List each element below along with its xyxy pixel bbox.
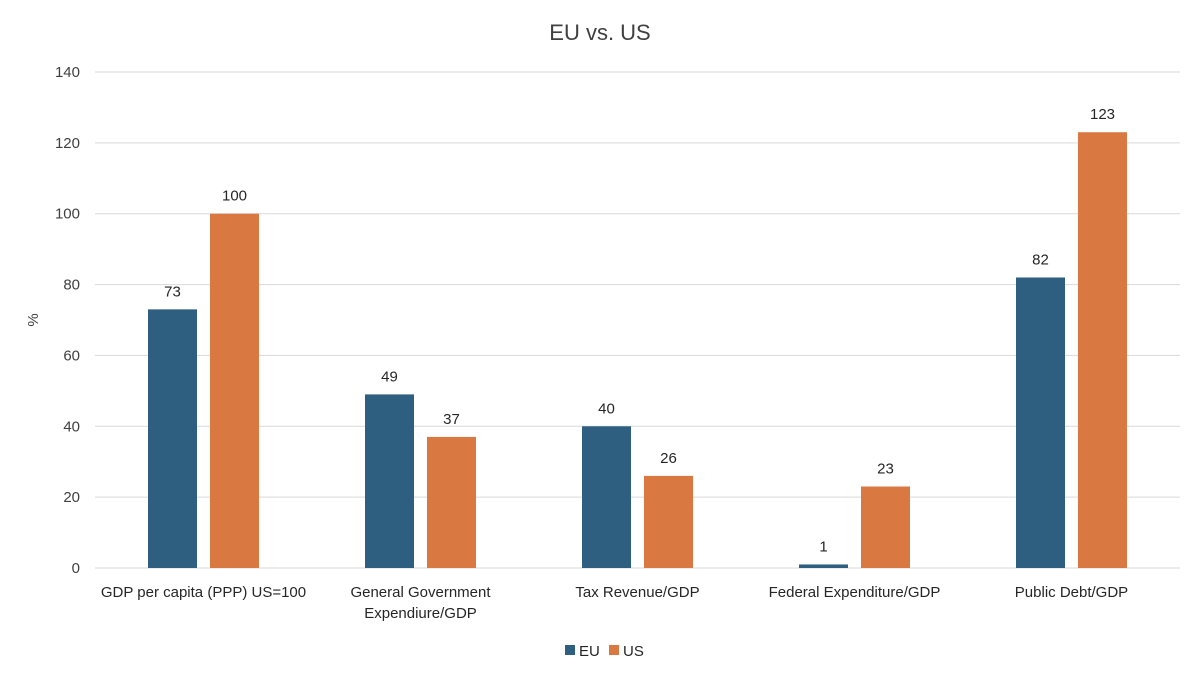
bar-eu: [582, 426, 631, 568]
data-label-us: 26: [660, 450, 677, 467]
y-tick-label: 80: [63, 277, 80, 294]
bar-eu: [148, 309, 197, 568]
chart-title: EU vs. US: [549, 20, 650, 45]
category-label: General Government Expendiure/GDP: [350, 584, 491, 622]
category-label: Federal Expenditure/GDP: [769, 584, 941, 601]
y-tick-label: 60: [63, 347, 80, 364]
data-label-eu: 1: [819, 538, 827, 555]
y-tick-label: 0: [72, 560, 80, 577]
bars: [148, 132, 1127, 568]
category-label: Tax Revenue/GDP: [575, 584, 699, 601]
legend-label-eu: EU: [579, 643, 600, 660]
y-axis-label: %: [25, 313, 42, 326]
y-tick-label: 40: [63, 418, 80, 435]
legend: EU US: [565, 643, 644, 660]
bar-eu: [1016, 277, 1065, 568]
data-label-eu: 73: [164, 283, 181, 300]
bar-us: [861, 486, 910, 568]
y-tick-label: 140: [55, 64, 80, 81]
data-label-eu: 82: [1032, 251, 1049, 268]
bar-us: [210, 213, 259, 568]
y-tick-label: 120: [55, 135, 80, 152]
y-tick-label: 20: [63, 489, 80, 506]
data-label-us: 123: [1090, 106, 1115, 123]
legend-swatch-us: [609, 645, 619, 655]
data-label-us: 37: [443, 411, 460, 428]
bar-us: [1078, 132, 1127, 568]
category-label: GDP per capita (PPP) US=100: [101, 584, 306, 601]
legend-label-us: US: [623, 643, 644, 660]
bar-eu: [365, 394, 414, 568]
bar-us: [427, 436, 476, 568]
data-label-us: 23: [877, 461, 894, 478]
data-label-eu: 40: [598, 400, 615, 417]
gridlines: [95, 71, 1180, 569]
bar-us: [644, 475, 693, 568]
category-label: Public Debt/GDP: [1015, 584, 1128, 601]
y-tick-label: 100: [55, 206, 80, 223]
data-label-eu: 49: [381, 368, 398, 385]
bar-eu: [799, 564, 848, 568]
y-axis-ticks: 0 20 40 60 80 100 120 140: [55, 64, 80, 577]
data-label-us: 100: [222, 188, 247, 205]
category-labels: GDP per capita (PPP) US=100 General Gover…: [101, 584, 1128, 622]
legend-swatch-eu: [565, 645, 575, 655]
